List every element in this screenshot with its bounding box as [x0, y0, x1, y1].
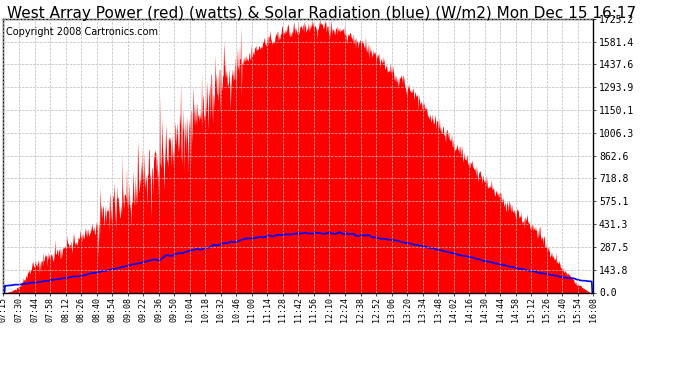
- Text: West Array Power (red) (watts) & Solar Radiation (blue) (W/m2) Mon Dec 15 16:17: West Array Power (red) (watts) & Solar R…: [7, 6, 636, 21]
- Text: Copyright 2008 Cartronics.com: Copyright 2008 Cartronics.com: [6, 27, 159, 37]
